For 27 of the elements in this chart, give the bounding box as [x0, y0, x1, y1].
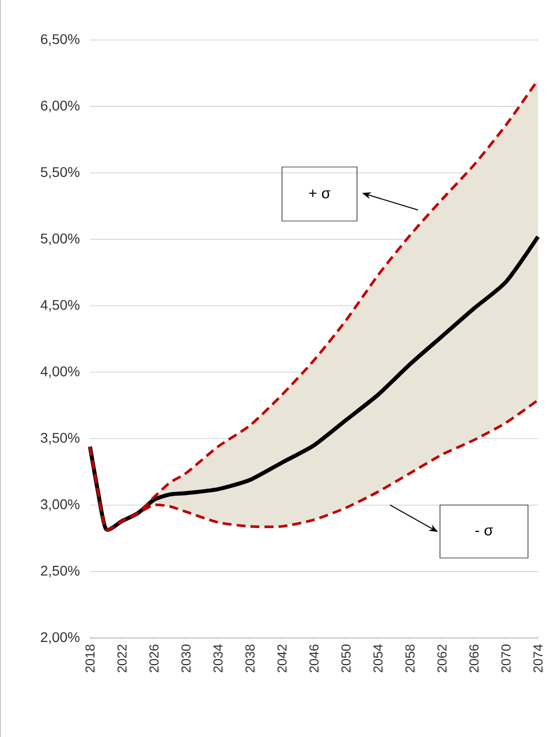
y-tick-label: 5,00% [40, 234, 80, 246]
x-tick-label: 2034 [213, 644, 223, 672]
x-tick-label: 2038 [245, 644, 255, 672]
x-tick-label: 2042 [277, 644, 287, 672]
x-tick-label: 2018 [85, 644, 95, 672]
y-tick-label: 3,00% [40, 499, 80, 511]
annotation: + σ [309, 190, 330, 198]
x-tick-label: 2062 [437, 644, 447, 672]
y-tick-label: 2,50% [40, 566, 80, 578]
x-tick-label: 2070 [501, 644, 511, 672]
x-tick-label: 2074 [533, 644, 543, 672]
x-tick-label: 2030 [181, 644, 191, 672]
y-tick-label: 2,00% [40, 632, 80, 644]
y-tick-label: 4,50% [40, 300, 80, 312]
y-tick-label: 3,50% [40, 432, 80, 444]
y-tick-label: 4,00% [40, 366, 80, 378]
x-tick-label: 2054 [373, 644, 383, 672]
annotation: - σ [475, 527, 493, 536]
x-tick-label: 2022 [117, 644, 127, 672]
y-tick-label: 6,00% [40, 100, 80, 112]
x-tick-label: 2026 [149, 644, 159, 672]
x-tick-label: 2058 [405, 644, 415, 672]
y-tick-label: 6,50% [40, 34, 80, 46]
x-tick-label: 2046 [309, 644, 319, 672]
x-tick-label: 2050 [341, 644, 351, 672]
x-tick-label: 2066 [469, 644, 479, 672]
y-tick-label: 5,50% [40, 167, 80, 179]
